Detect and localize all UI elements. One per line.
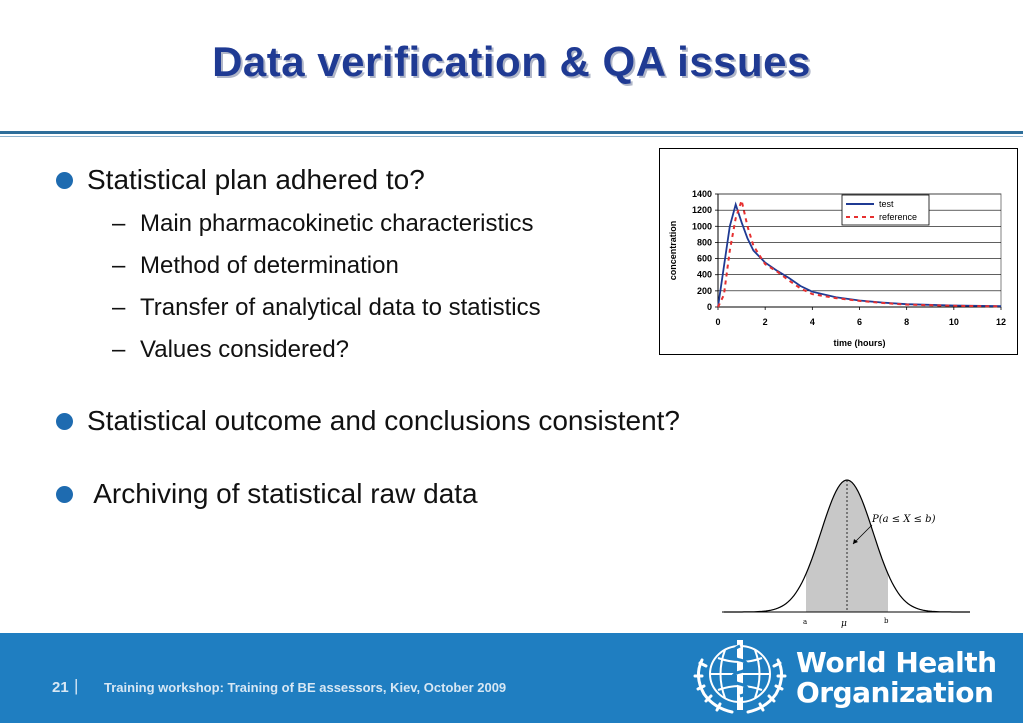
bullet-text: Archiving of statistical raw data xyxy=(87,478,478,509)
x-tick-label: 12 xyxy=(996,317,1006,327)
legend-label: test xyxy=(879,199,894,209)
who-name-line1: World Health xyxy=(796,646,997,679)
label-mu: μ xyxy=(841,619,847,629)
sub-bullet-item: – Transfer of analytical data to statist… xyxy=(112,294,541,322)
bullet-dot-icon xyxy=(56,485,73,503)
bullet-item: Statistical plan adhered to? xyxy=(56,164,425,196)
dash-icon: – xyxy=(112,336,126,363)
y-tick-label: 1200 xyxy=(692,205,712,215)
legend-label: reference xyxy=(879,212,917,222)
bullet-text: Statistical plan adhered to? xyxy=(87,164,425,195)
bullet-dot-icon xyxy=(56,171,73,189)
x-tick-label: 0 xyxy=(715,317,720,327)
sub-bullet-item: – Main pharmacokinetic characteristics xyxy=(112,210,533,238)
sub-bullet-text: Values considered? xyxy=(140,336,350,363)
label-a: a xyxy=(803,618,807,626)
sub-bullet-item: – Values considered? xyxy=(112,336,349,364)
y-tick-label: 200 xyxy=(697,286,712,296)
y-tick-label: 400 xyxy=(697,270,712,280)
pk-chart-svg: 0 200 400 600 800 1000 1200 1400 0 2 4 6 8 10 12 time (… xyxy=(668,189,1006,348)
x-tick-label: 2 xyxy=(763,317,768,327)
footer-caption: Training workshop: Training of BE assess… xyxy=(104,680,507,695)
chart-legend xyxy=(841,194,930,226)
sub-bullet-item: – Method of determination xyxy=(112,252,399,280)
title-divider-thin xyxy=(0,136,1023,137)
page-number: 21 xyxy=(52,679,69,696)
x-axis-label: time (hours) xyxy=(833,338,885,348)
dash-icon: – xyxy=(112,210,126,237)
who-emblem-icon xyxy=(693,640,787,714)
sub-bullet-text: Main pharmacokinetic characteristics xyxy=(140,210,534,237)
series-line-test xyxy=(717,201,1002,308)
dash-icon: – xyxy=(112,252,126,279)
y-axis-label: concentration xyxy=(668,221,678,281)
title-divider xyxy=(0,131,1023,134)
y-tick-label: 1000 xyxy=(692,221,712,231)
sub-bullet-text: Method of determination xyxy=(140,252,399,279)
pk-chart: 0 200 400 600 800 1000 1200 1400 0 2 4 6 8 10 12 time (… xyxy=(659,148,1018,355)
shaded-area xyxy=(806,480,888,612)
slide-title: Data verification & QA issues xyxy=(212,38,811,85)
label-b: b xyxy=(884,617,889,625)
y-tick-label: 1400 xyxy=(692,189,712,199)
bullet-text: Statistical outcome and conclusions cons… xyxy=(87,405,680,436)
sub-bullet-text: Transfer of analytical data to statistic… xyxy=(140,294,541,321)
y-tick-label: 600 xyxy=(697,254,712,264)
probability-formula: P(a ≤ X ≤ b) xyxy=(871,514,936,525)
x-tick-label: 4 xyxy=(810,317,815,327)
footer-bar xyxy=(0,633,1023,723)
normal-distribution-plot: P(a ≤ X ≤ b) a μ b xyxy=(722,479,970,629)
y-tick-label: 0 xyxy=(707,302,712,312)
x-tick-label: 6 xyxy=(857,317,862,327)
y-tick-label: 800 xyxy=(697,237,712,247)
x-tick-label: 8 xyxy=(904,317,909,327)
dash-icon: – xyxy=(112,294,126,321)
page-separator: | xyxy=(74,676,79,695)
who-name-line2: Organization xyxy=(796,676,994,709)
x-tick-label: 10 xyxy=(949,317,959,327)
bullet-item: Archiving of statistical raw data xyxy=(56,478,478,510)
bullet-item: Statistical outcome and conclusions cons… xyxy=(56,405,680,437)
pointer-arrow-icon xyxy=(853,539,858,544)
bullet-dot-icon xyxy=(56,412,73,430)
